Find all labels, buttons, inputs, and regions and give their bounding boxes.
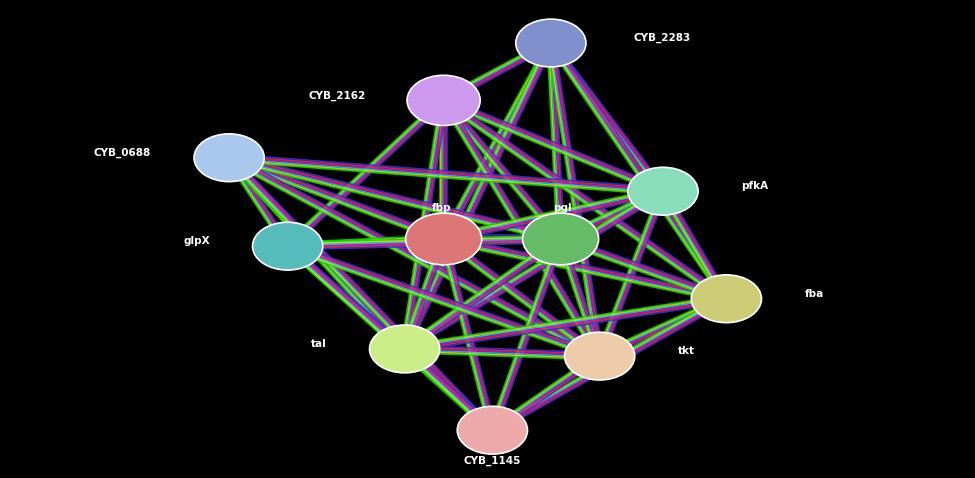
Ellipse shape — [516, 19, 586, 67]
Text: pgl: pgl — [553, 203, 572, 213]
Ellipse shape — [565, 332, 635, 380]
Ellipse shape — [408, 75, 480, 126]
Text: CYB_2162: CYB_2162 — [308, 90, 366, 101]
Text: glpX: glpX — [183, 237, 210, 246]
Text: CYB_0688: CYB_0688 — [94, 148, 151, 158]
Ellipse shape — [370, 325, 440, 373]
Text: CYB_1145: CYB_1145 — [464, 456, 521, 467]
Text: CYB_2283: CYB_2283 — [634, 33, 691, 43]
Text: tal: tal — [311, 339, 327, 349]
Ellipse shape — [194, 134, 264, 182]
Ellipse shape — [457, 406, 527, 454]
Text: fbp: fbp — [432, 203, 451, 213]
Text: pfkA: pfkA — [741, 182, 768, 191]
Text: fba: fba — [804, 289, 824, 299]
Ellipse shape — [628, 167, 698, 215]
Ellipse shape — [691, 275, 761, 323]
Ellipse shape — [253, 222, 323, 270]
Ellipse shape — [523, 213, 599, 265]
Ellipse shape — [406, 213, 482, 265]
Text: tkt: tkt — [678, 347, 694, 356]
